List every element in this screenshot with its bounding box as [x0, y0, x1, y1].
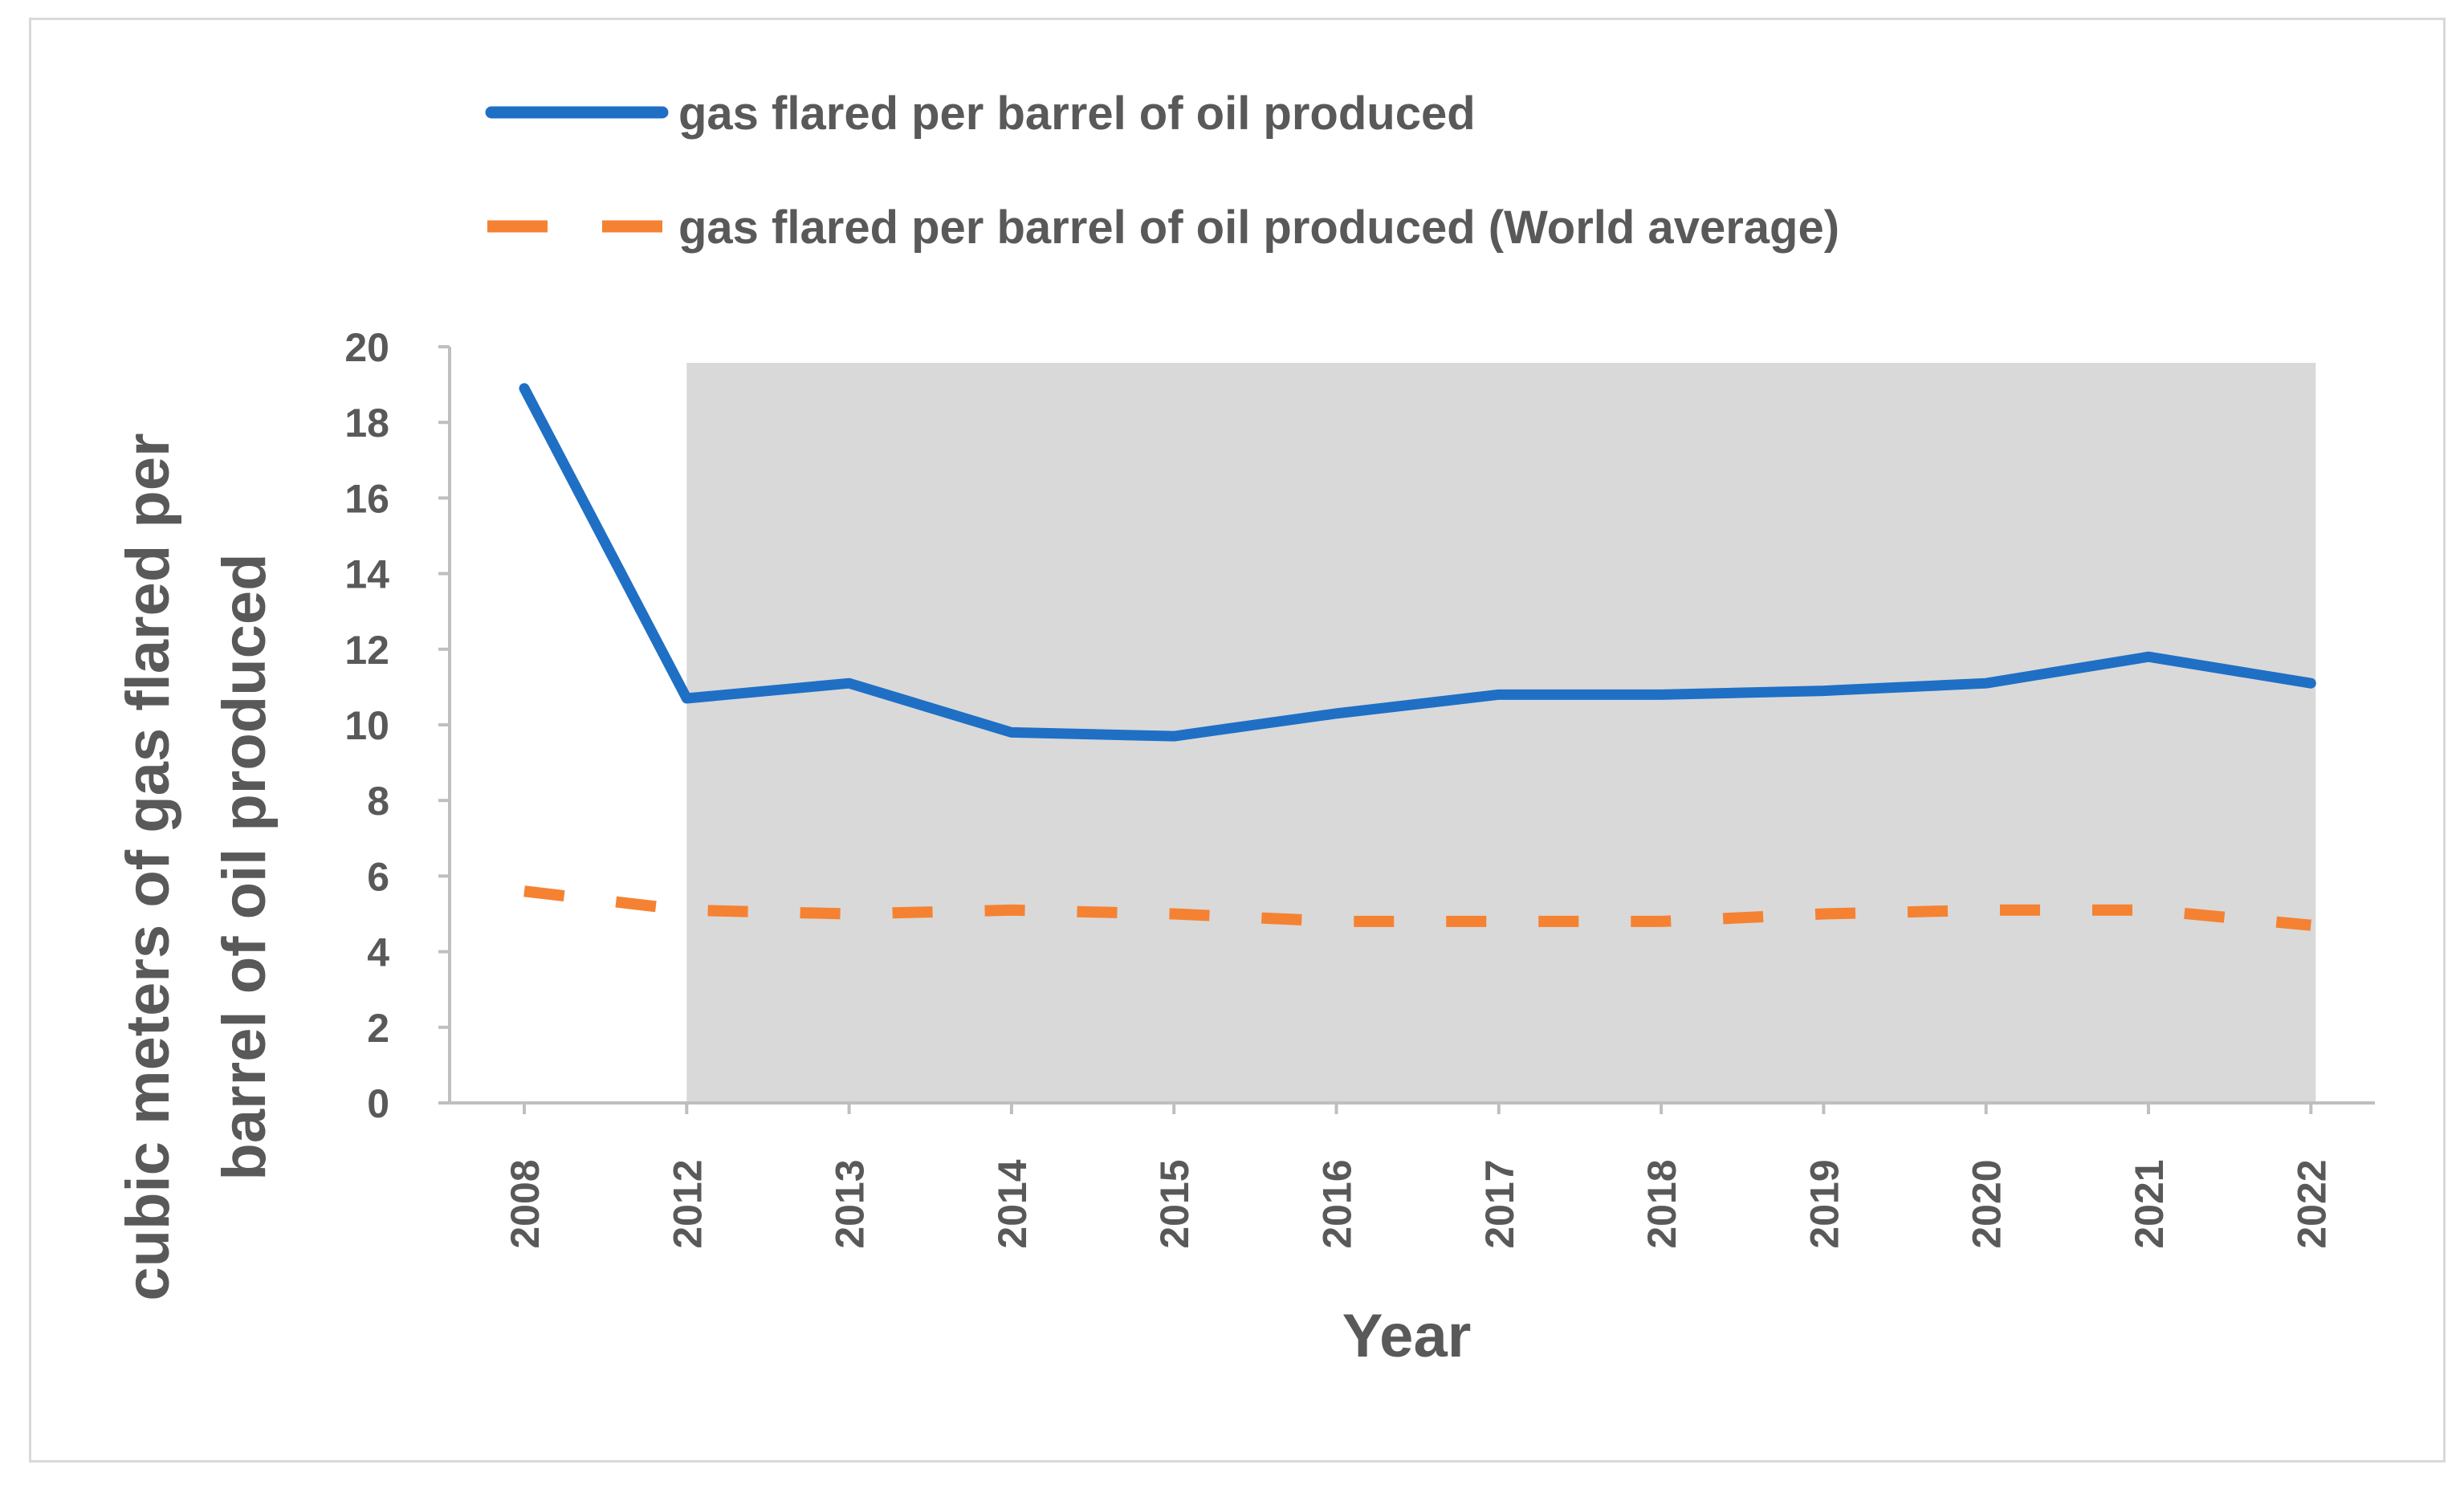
- y-tick-label: 18: [344, 401, 389, 446]
- x-tick-label: 2015: [1152, 1159, 1197, 1248]
- y-tick-label: 12: [344, 628, 389, 673]
- y-axis-title-line-2: barrel of oil produced: [210, 553, 279, 1180]
- y-tick-label: 0: [367, 1081, 389, 1126]
- series-2-point: [1336, 921, 1338, 922]
- legend: gas flared per barrel of oil produced ga…: [485, 87, 1839, 254]
- series-1-point: [849, 682, 850, 684]
- series-1-point: [1173, 735, 1175, 737]
- y-axis-ticks: [438, 345, 450, 1105]
- y-tick-label: 16: [344, 476, 389, 521]
- y-tick-label: 2: [367, 1006, 389, 1051]
- y-tick-label: 6: [367, 854, 389, 899]
- series-2-point: [2310, 925, 2311, 926]
- y-tick-label: 10: [344, 703, 389, 748]
- series-2-point: [1498, 921, 1500, 922]
- y-axis-title: cubic meters of gas flared per barrel of…: [114, 433, 279, 1300]
- series-2-point: [1985, 909, 1987, 911]
- x-axis-tick-labels: 2008 2012 2013 2014 2015 2016 2017 2018 2019 2020…: [503, 1159, 2334, 1248]
- series-2-point: [2148, 909, 2149, 911]
- series-line-1: [519, 383, 2316, 742]
- x-tick-label: 2008: [503, 1159, 548, 1248]
- series-2-point: [849, 913, 850, 915]
- x-tick-label: 2018: [1639, 1159, 1684, 1248]
- legend-label-series-1: gas flared per barrel of oil produced: [678, 87, 1476, 140]
- x-tick-label: 2014: [990, 1159, 1035, 1248]
- x-tick-label: 2016: [1315, 1159, 1360, 1248]
- legend-label-series-2: gas flared per barrel of oil produced (W…: [678, 201, 1839, 254]
- y-axis-title-line-1: cubic meters of gas flared per: [114, 433, 182, 1300]
- series-1-point: [2148, 656, 2149, 657]
- x-tick-label: 2019: [1802, 1159, 1847, 1248]
- x-tick-label: 2021: [2127, 1159, 2172, 1248]
- series-1-point: [1336, 713, 1338, 714]
- x-axis-ticks: [523, 1103, 2313, 1114]
- y-tick-label: 20: [344, 325, 389, 370]
- highlight-region: [686, 363, 2316, 1103]
- series-1-point: [1660, 694, 1662, 695]
- x-tick-label: 2017: [1477, 1159, 1522, 1248]
- x-tick-label: 2012: [665, 1159, 710, 1248]
- series-2-point: [1173, 913, 1175, 915]
- series-1-point: [1498, 694, 1500, 695]
- y-tick-label: 8: [367, 779, 389, 824]
- x-tick-label: 2022: [2289, 1159, 2334, 1248]
- y-tick-label: 4: [367, 930, 389, 975]
- series-1-point: [1823, 690, 1824, 692]
- x-tick-label: 2020: [1965, 1159, 2010, 1248]
- series-2-point: [686, 909, 687, 911]
- series-2-point: [523, 890, 525, 892]
- series-1-point: [686, 698, 687, 699]
- y-axis-tick-labels: 0 2 4 6 8 10 12 14 16 18 20: [344, 325, 389, 1126]
- series-1-point: [1985, 682, 1987, 684]
- y-tick-label: 14: [344, 552, 389, 597]
- series-1-point: [2310, 682, 2311, 684]
- series-1-point: [1011, 731, 1012, 733]
- series-line-2: [523, 885, 2311, 931]
- series-2-point: [1660, 921, 1662, 922]
- series-2-point: [1823, 913, 1824, 915]
- x-tick-label: 2013: [828, 1159, 873, 1248]
- x-axis-title: Year: [1342, 1302, 1472, 1370]
- series-2-point: [1011, 909, 1012, 911]
- series-1-point: [523, 388, 525, 389]
- series-layer: [519, 383, 2316, 931]
